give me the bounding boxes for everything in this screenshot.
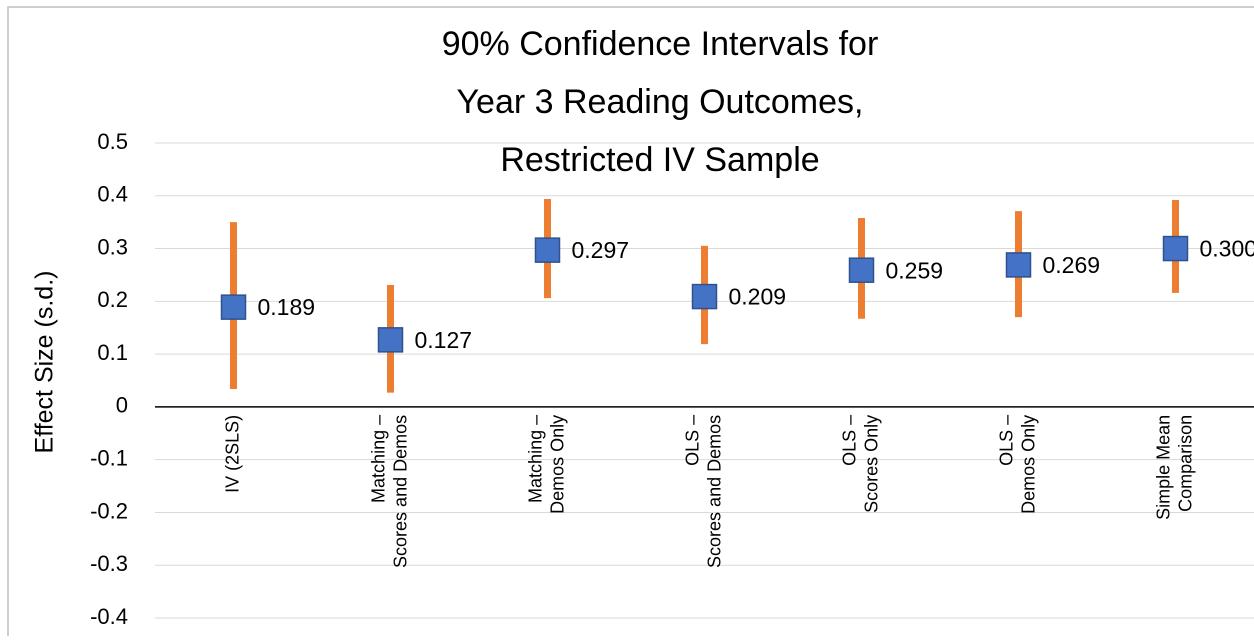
y-tick-label: 0.3 — [97, 234, 128, 259]
chart-title: 90% Confidence Intervals for — [442, 25, 879, 63]
point — [222, 295, 246, 319]
point — [536, 238, 560, 262]
data-label: 0.297 — [572, 237, 630, 263]
x-tick-label: Comparison — [1175, 415, 1195, 512]
x-tick-label: Matching – — [525, 415, 545, 503]
point — [1164, 237, 1188, 261]
y-tick-label: 0.4 — [97, 182, 128, 207]
data-label: 0.300 — [1200, 236, 1254, 262]
x-tick-label: Simple Mean — [1153, 415, 1173, 520]
chart-title: Restricted IV Sample — [500, 141, 819, 179]
y-tick-label: 0.2 — [97, 287, 128, 312]
data-label: 0.189 — [258, 294, 316, 320]
point — [1007, 253, 1031, 277]
y-tick-label: -0.2 — [90, 498, 128, 523]
y-tick-label: -0.4 — [90, 604, 128, 629]
y-tick-label: -0.1 — [90, 445, 128, 470]
x-tick-label: OLS – — [839, 415, 859, 466]
x-tick-label: IV (2SLS) — [222, 415, 242, 493]
data-label: 0.209 — [729, 284, 787, 310]
y-tick-label: 0 — [116, 393, 128, 418]
x-tick-label: OLS – — [682, 415, 702, 466]
point — [379, 328, 403, 352]
data-label: 0.259 — [886, 257, 944, 283]
point — [850, 258, 874, 282]
chart-title: Year 3 Reading Outcomes, — [457, 83, 864, 121]
data-label: 0.269 — [1043, 252, 1101, 278]
data-label: 0.127 — [415, 327, 473, 353]
x-tick-label: Demos Only — [547, 415, 567, 514]
x-tick-label: Matching – — [368, 415, 388, 503]
x-tick-label: Scores and Demos — [704, 415, 724, 568]
point — [693, 285, 717, 309]
x-tick-label: Demos Only — [1018, 415, 1038, 514]
x-tick-label: Scores and Demos — [390, 415, 410, 568]
y-tick-label: -0.3 — [90, 551, 128, 576]
y-tick-label: 0.5 — [97, 129, 128, 154]
y-tick-label: 0.1 — [97, 340, 128, 365]
x-tick-label: Scores Only — [861, 415, 881, 513]
x-tick-label: OLS – — [996, 415, 1016, 466]
y-axis-label: Effect Size (s.d.) — [31, 271, 59, 454]
